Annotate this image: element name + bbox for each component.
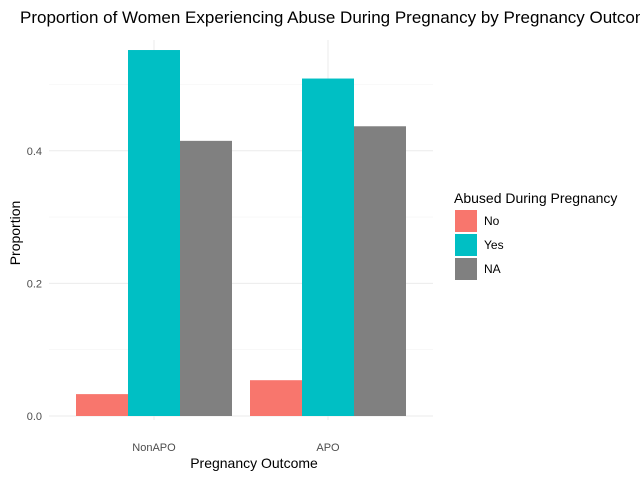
bar-nonapo-yes <box>128 50 180 417</box>
legend: Abused During Pregnancy No Yes NA <box>454 190 617 280</box>
x-axis-ticks: NonAPO APO <box>132 442 340 454</box>
legend-label-no: No <box>484 214 500 228</box>
y-axis-title: Proportion <box>7 201 23 266</box>
bar-nonapo-na <box>180 140 232 417</box>
legend-title: Abused During Pregnancy <box>454 190 617 206</box>
legend-label-na: NA <box>484 262 501 276</box>
legend-key-no <box>455 210 477 232</box>
bar-apo-na <box>354 126 406 417</box>
x-tick-label: NonAPO <box>132 442 176 454</box>
y-tick-label: 0.4 <box>27 146 42 158</box>
x-tick-label: APO <box>316 442 340 454</box>
chart-title: Proportion of Women Experiencing Abuse D… <box>20 8 640 27</box>
bar-apo-no <box>250 380 302 416</box>
bar-nonapo-no <box>76 394 128 416</box>
legend-label-yes: Yes <box>484 238 504 252</box>
legend-key-yes <box>455 234 477 256</box>
y-axis-ticks: 0.0 0.2 0.4 <box>27 146 42 423</box>
x-axis-title: Pregnancy Outcome <box>190 455 318 471</box>
bar-apo-yes <box>302 78 354 417</box>
legend-key-na <box>455 258 477 280</box>
y-tick-label: 0.2 <box>27 278 42 290</box>
y-tick-label: 0.0 <box>27 411 42 423</box>
legend-items: No Yes NA <box>455 210 504 280</box>
bars <box>76 50 406 417</box>
